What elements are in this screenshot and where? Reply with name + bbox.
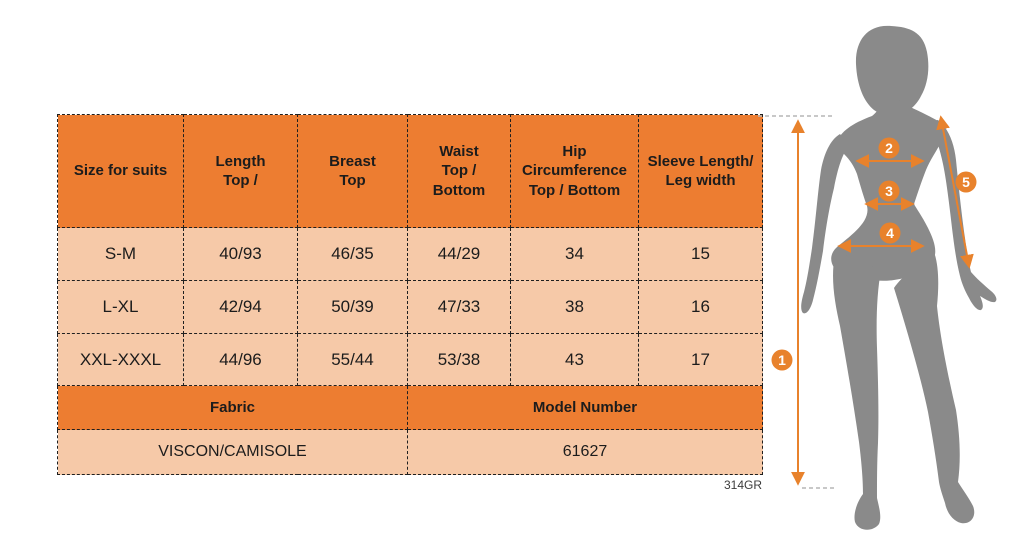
sleeve-value: 15	[638, 227, 763, 281]
col-header-waist: Waist Top / Bottom	[407, 114, 511, 228]
breast-value: 50/39	[297, 280, 408, 334]
badge-number: 5	[962, 174, 970, 190]
length-value: 40/93	[183, 227, 298, 281]
table-row: L-XL 42/94 50/39 47/33 38 16	[57, 280, 763, 334]
fabric-value: VISCON/CAMISOLE	[57, 429, 408, 475]
marker-badge-1: 1	[771, 349, 793, 371]
silhouette-head	[855, 25, 929, 116]
measurement-arrow-sleeve	[936, 115, 974, 269]
table-row: XXL-XXXL 44/96 55/44 53/38 43 17	[57, 333, 763, 386]
badge-circle	[955, 171, 977, 193]
badge-number: 1	[778, 352, 786, 368]
style-code: 314GR	[723, 478, 762, 492]
hip-value: 34	[510, 227, 639, 281]
badge-number: 3	[885, 183, 893, 199]
col-header-hip: Hip Circumference Top / Bottom	[510, 114, 639, 228]
size-label: L-XL	[57, 280, 184, 334]
col-header-sleeve: Sleeve Length/ Leg width	[638, 114, 763, 228]
badge-circle	[879, 222, 901, 244]
badge-number: 4	[886, 225, 894, 241]
badge-circle	[878, 137, 900, 159]
table-row: S-M 40/93 46/35 44/29 34 15	[57, 227, 763, 281]
table-header-row: Size for suits Length Top / Breast Top W…	[57, 114, 763, 228]
marker-badge-4: 4	[879, 222, 901, 244]
length-value: 42/94	[183, 280, 298, 334]
fabric-header: Fabric	[57, 385, 408, 430]
waist-value: 53/38	[407, 333, 511, 386]
hip-value: 38	[510, 280, 639, 334]
silhouette-left-leg	[833, 250, 881, 530]
badge-number: 2	[885, 140, 893, 156]
silhouette-right-arm	[931, 120, 997, 311]
silhouette-left-arm	[801, 134, 846, 314]
length-value: 44/96	[183, 333, 298, 386]
marker-badge-2: 2	[878, 137, 900, 159]
col-header-length: Length Top /	[183, 114, 298, 228]
col-header-breast: Breast Top	[297, 114, 408, 228]
badge-circle	[878, 180, 900, 202]
measurement-figure: 1 2 3 4 5	[758, 25, 997, 530]
hip-value: 43	[510, 333, 639, 386]
col-header-size: Size for suits	[57, 114, 184, 228]
size-table: Size for suits Length Top / Breast Top W…	[57, 114, 763, 475]
breast-value: 55/44	[297, 333, 408, 386]
sleeve-value: 16	[638, 280, 763, 334]
size-label: XXL-XXXL	[57, 333, 184, 386]
silhouette-right-leg	[894, 252, 975, 524]
waist-value: 44/29	[407, 227, 511, 281]
model-header: Model Number	[407, 385, 763, 430]
model-value: 61627	[407, 429, 763, 475]
sleeve-value: 17	[638, 333, 763, 386]
marker-badge-3: 3	[878, 180, 900, 202]
waist-value: 47/33	[407, 280, 511, 334]
marker-badge-5: 5	[955, 171, 977, 193]
breast-value: 46/35	[297, 227, 408, 281]
body-silhouette	[801, 25, 997, 530]
badge-circle	[771, 349, 793, 371]
fabric-model-header-row: Fabric Model Number	[57, 385, 763, 430]
size-label: S-M	[57, 227, 184, 281]
fabric-model-value-row: VISCON/CAMISOLE 61627	[57, 429, 763, 475]
